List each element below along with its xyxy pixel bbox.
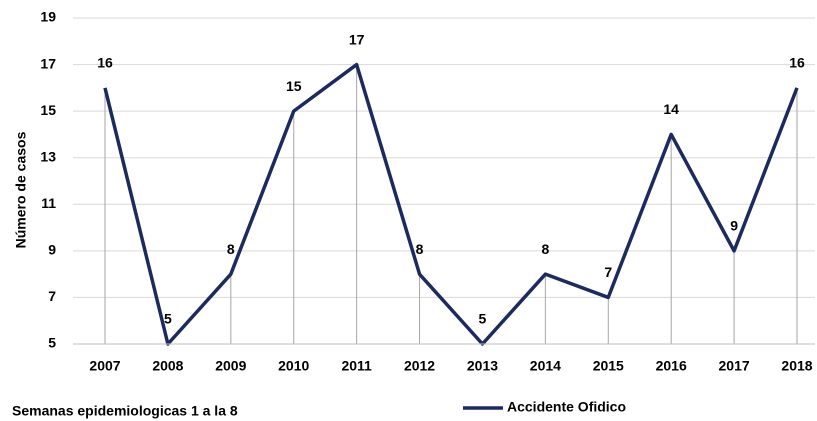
- x-tick-label: 2010: [278, 358, 309, 374]
- data-label: 5: [479, 311, 487, 327]
- y-tick-label: 13: [40, 148, 56, 164]
- y-tick-label: 5: [48, 335, 56, 351]
- data-label: 16: [789, 55, 805, 71]
- x-tick-label: 2008: [152, 358, 183, 374]
- x-tick-label: 2009: [215, 358, 246, 374]
- x-tick-label: 2018: [781, 358, 812, 374]
- x-tick-label: 2016: [656, 358, 687, 374]
- y-tick-label: 17: [40, 55, 56, 71]
- legend-label: Accidente Ofidico: [507, 399, 626, 415]
- data-label: 15: [286, 78, 302, 94]
- y-tick-label: 7: [48, 288, 56, 304]
- y-tick-label: 11: [41, 195, 56, 211]
- x-tick-label: 2017: [719, 358, 750, 374]
- data-label: 16: [97, 55, 113, 71]
- y-axis-label: Número de casos: [13, 131, 29, 248]
- series-line: [103, 62, 799, 346]
- data-label: 8: [541, 241, 549, 257]
- x-tick-label: 2011: [341, 358, 372, 374]
- y-tick-label: 19: [40, 9, 56, 25]
- x-tick-label: 2014: [530, 358, 561, 374]
- y-tick-label: 15: [40, 102, 56, 118]
- x-tick-label: 2015: [593, 358, 624, 374]
- x-tick-label: 2013: [467, 358, 498, 374]
- data-label: 8: [227, 241, 235, 257]
- data-label: 14: [663, 101, 679, 117]
- x-tick-label: 2007: [89, 358, 120, 374]
- data-label: 8: [416, 241, 424, 257]
- caption: Semanas epidemiologicas 1 a la 8: [12, 403, 238, 419]
- data-label: 5: [164, 311, 172, 327]
- data-label: 7: [604, 264, 612, 280]
- x-tick-label: 2012: [404, 358, 435, 374]
- data-label: 17: [349, 31, 365, 47]
- y-tick-label: 9: [48, 242, 56, 258]
- data-label: 9: [730, 218, 738, 234]
